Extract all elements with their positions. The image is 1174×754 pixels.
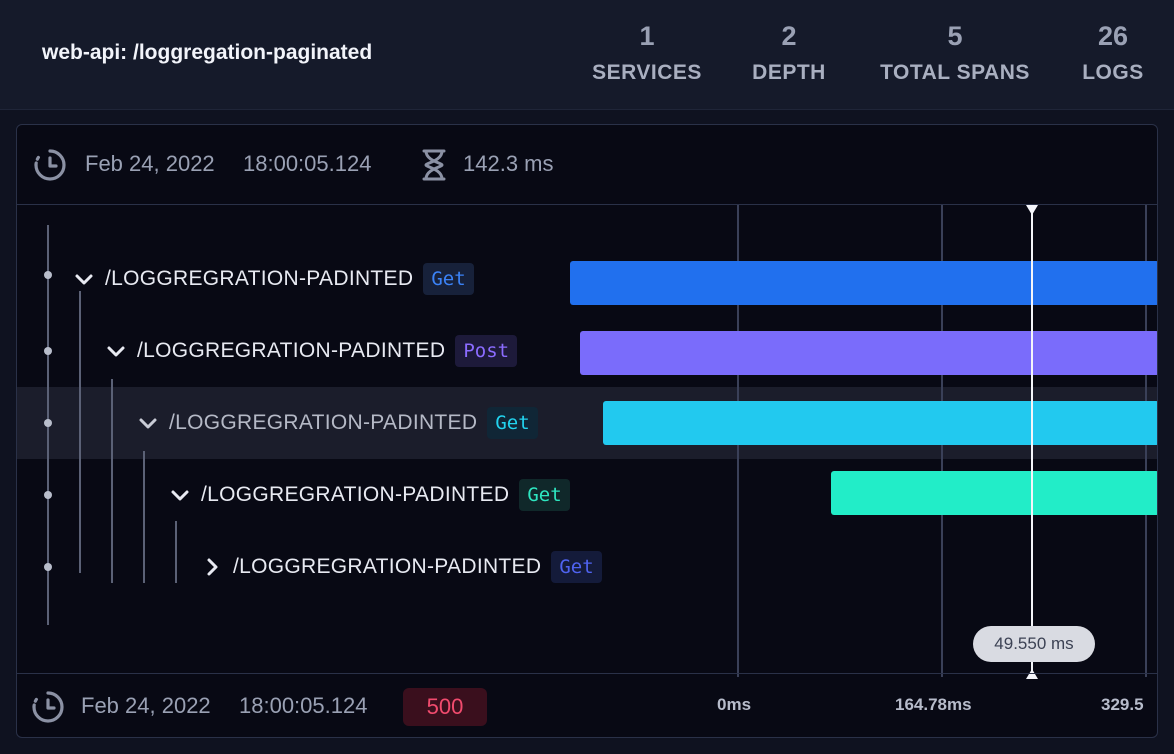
chevron-right-icon[interactable] — [201, 556, 223, 578]
method-badge: Get — [519, 479, 570, 511]
stat-label: TOTAL SPANS — [880, 61, 1030, 84]
footer-date: Feb 24, 2022 — [81, 693, 211, 718]
tree-connector — [143, 451, 145, 583]
stat-label: SERVICES — [592, 61, 702, 84]
span-name: /LOGGREGRATION-PADINTED — [137, 339, 446, 362]
chevron-down-icon[interactable] — [169, 484, 191, 506]
timeline-tick-label: 164.78ms — [895, 695, 972, 714]
trace-title: web-api: /loggregation-paginated — [42, 41, 373, 64]
tree-connector — [79, 291, 81, 573]
tree-connector — [111, 379, 113, 583]
span-name: /LOGGREGRATION-PADINTED — [105, 267, 414, 290]
trace-panel-footer: Feb 24, 2022 18:00:05.124 500 0ms 164.78… — [17, 673, 1157, 737]
method-badge: Post — [455, 335, 518, 367]
trace-panel-header: Feb 24, 2022 18:00:05.124 142.3 ms — [17, 125, 1157, 205]
trace-header: web-api: /loggregation-paginated 1 SERVI… — [0, 0, 1174, 110]
timeline-tick-label: 329.5 — [1101, 695, 1144, 714]
hourglass-icon — [421, 149, 447, 186]
span-bar[interactable] — [603, 401, 1157, 445]
chevron-down-icon[interactable] — [105, 340, 127, 362]
stat-total-spans: 5 TOTAL SPANS — [874, 20, 1036, 88]
stat-value: 5 — [947, 21, 963, 51]
timeline-tick-label: 0ms — [717, 695, 752, 714]
span-name: /LOGGREGRATION-PADINTED — [233, 555, 542, 578]
status-badge: 500 — [403, 688, 487, 726]
span-bar[interactable] — [830, 471, 1157, 515]
chevron-down-icon[interactable] — [137, 412, 159, 434]
chevron-down-icon[interactable] — [73, 268, 95, 290]
span-bar[interactable] — [570, 261, 1157, 305]
stat-value: 26 — [1097, 21, 1129, 51]
span-bar[interactable] — [580, 331, 1157, 375]
span-row[interactable]: /LOGGREGRATION-PADINTED Get — [201, 549, 602, 585]
time-cursor-label: 49.550 ms — [973, 626, 1095, 662]
time-cursor-handle-bottom[interactable] — [1026, 669, 1038, 679]
stat-depth: 2 DEPTH — [748, 20, 830, 88]
trace-duration: 142.3 ms — [463, 151, 554, 176]
span-row[interactable]: /LOGGREGRATION-PADINTED Post — [105, 333, 518, 369]
span-row[interactable]: /LOGGREGRATION-PADINTED Get — [137, 405, 538, 441]
stat-value: 2 — [781, 21, 797, 51]
tree-node-dot — [44, 271, 52, 279]
method-badge: Get — [487, 407, 538, 439]
stat-services: 1 SERVICES — [590, 20, 704, 88]
stat-value: 1 — [639, 21, 655, 51]
tree-node-dot — [44, 563, 52, 571]
method-badge: Get — [551, 551, 602, 583]
stat-logs: 26 LOGS — [1080, 20, 1146, 88]
clock-icon — [31, 690, 65, 729]
tree-node-dot — [44, 419, 52, 427]
trace-start-time: 18:00:05.124 — [243, 151, 372, 176]
span-name: /LOGGREGRATION-PADINTED — [169, 411, 478, 434]
stat-label: DEPTH — [752, 61, 826, 84]
method-badge: Get — [423, 263, 474, 295]
stat-label: LOGS — [1082, 61, 1144, 84]
tree-connector — [175, 521, 177, 583]
tree-node-dot — [44, 347, 52, 355]
time-cursor-line[interactable] — [1031, 205, 1033, 679]
span-row[interactable]: /LOGGREGRATION-PADINTED Get — [73, 261, 474, 297]
trace-start-date: Feb 24, 2022 — [85, 151, 215, 176]
footer-time: 18:00:05.124 — [239, 693, 368, 718]
tree-node-dot — [44, 491, 52, 499]
span-row[interactable]: /LOGGREGRATION-PADINTED Get — [169, 477, 570, 513]
clock-icon — [33, 148, 67, 187]
trace-panel: Feb 24, 2022 18:00:05.124 142.3 ms /LOGG… — [16, 124, 1158, 738]
span-name: /LOGGREGRATION-PADINTED — [201, 483, 510, 506]
time-cursor-handle-top[interactable] — [1026, 205, 1038, 215]
